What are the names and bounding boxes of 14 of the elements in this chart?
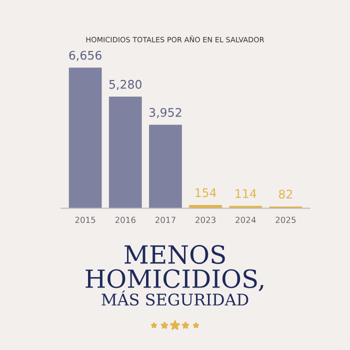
data-label: 3,952 bbox=[149, 108, 182, 118]
text: MENOS HOMICIDIOS, bbox=[86, 245, 264, 292]
data-label: 5,280 bbox=[109, 80, 142, 90]
x-tick-label: 2016 bbox=[115, 216, 136, 224]
data-label: 82 bbox=[278, 190, 292, 199]
x-tick-label: 2025 bbox=[276, 216, 296, 224]
x-tick-label: 2024 bbox=[236, 216, 256, 224]
text: MÁS SEGURIDAD bbox=[102, 290, 248, 306]
x-tick-label: 2015 bbox=[75, 216, 96, 224]
x-tick-label: 2017 bbox=[155, 216, 176, 224]
data-label: 114 bbox=[236, 189, 256, 198]
data-label: 154 bbox=[196, 188, 216, 198]
data-label: 6,656 bbox=[69, 50, 102, 61]
x-tick-label: 2023 bbox=[196, 216, 216, 224]
